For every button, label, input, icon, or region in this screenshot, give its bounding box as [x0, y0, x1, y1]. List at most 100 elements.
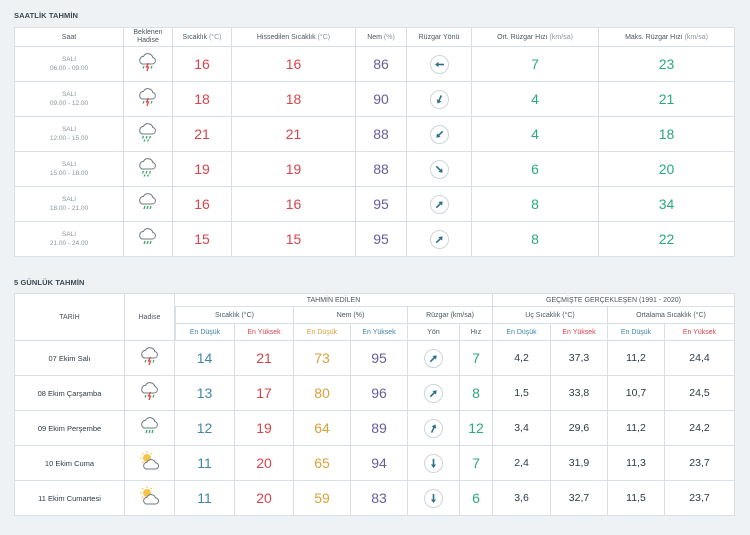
- date-cell: 07 Ekim Salı: [14, 341, 125, 376]
- extreme-temp-group-header: Uç Sıcaklık (°C): [493, 307, 608, 324]
- time-range: 15.00 - 18.00: [49, 170, 89, 177]
- humidity-high-value: 89: [351, 411, 408, 446]
- sub-wind-direction: Yön: [408, 324, 460, 341]
- hourly-row: SALI 18.00 - 21.00 16 16 95 8 34: [14, 187, 735, 222]
- temp-value: 19: [173, 152, 232, 187]
- wind-direction-cell: [407, 47, 472, 82]
- col-date: TARİH: [14, 293, 125, 341]
- average-high-value: 24,5: [665, 376, 735, 411]
- wind-arrow-icon: [429, 229, 449, 249]
- humidity-high-value: 83: [351, 481, 408, 516]
- hourly-row: SALI 15.00 - 18.00 19 19 88 6 20: [14, 152, 735, 187]
- humidity-group-header: Nem (%): [294, 307, 408, 324]
- average-low-value: 11,2: [608, 411, 665, 446]
- avg-wind-value: 8: [472, 187, 599, 222]
- average-low-value: 11,3: [608, 446, 665, 481]
- humidity-low-value: 64: [294, 411, 351, 446]
- sub-temp-high: En Yüksek: [235, 324, 294, 341]
- event-cell: [124, 187, 173, 222]
- extreme-high-value: 31,9: [551, 446, 608, 481]
- event-cell: [125, 376, 175, 411]
- temp-group-header: Sıcaklık (°C): [175, 307, 294, 324]
- wind-arrow-icon: [424, 488, 443, 508]
- temp-low-value: 11: [175, 481, 235, 516]
- thunder-rain-icon: [138, 380, 162, 407]
- sub-hum-high: En Yüksek: [351, 324, 408, 341]
- col-event: Beklenen Hadise: [124, 27, 173, 47]
- wind-speed-value: 6: [460, 481, 493, 516]
- avg-wind-value: 7: [472, 47, 599, 82]
- temp-high-value: 19: [235, 411, 294, 446]
- extreme-high-value: 37,3: [551, 341, 608, 376]
- average-high-value: 24,2: [665, 411, 735, 446]
- time-cell: SALI 18.00 - 21.00: [14, 187, 124, 222]
- time-range: 18.00 - 21.00: [49, 205, 89, 212]
- five-day-forecast-title: 5 GÜNLÜK TAHMİN: [14, 278, 85, 287]
- max-wind-value: 23: [599, 47, 735, 82]
- wind-direction-cell: [407, 152, 472, 187]
- extreme-low-value: 3,6: [493, 481, 551, 516]
- humidity-value: 88: [356, 117, 407, 152]
- wind-arrow-icon: [429, 89, 449, 109]
- humidity-low-value: 80: [294, 376, 351, 411]
- sub-temp-low: En Düşük: [175, 324, 235, 341]
- col-event: Hadise: [125, 293, 175, 341]
- sub-extreme-low: En Düşük: [493, 324, 551, 341]
- hourly-row: SALI 21.00 - 24.00 15 15 95 8 22: [14, 222, 735, 257]
- thunder-rain-icon: [138, 345, 162, 372]
- temp-low-value: 13: [175, 376, 235, 411]
- five-day-forecast-table: TARİH Hadise TAHMİN EDİLEN GEÇMİŞTE GERÇ…: [14, 293, 735, 516]
- temp-value: 16: [173, 47, 232, 82]
- rain-icon: [138, 415, 162, 442]
- wind-direction-cell: [408, 376, 460, 411]
- wind-speed-value: 8: [460, 376, 493, 411]
- time-range: 09.00 - 12.00: [49, 100, 89, 107]
- wind-arrow-icon: [424, 383, 443, 403]
- day-label: SALI: [61, 126, 77, 133]
- extreme-low-value: 2,4: [493, 446, 551, 481]
- sub-wind-speed: Hız: [460, 324, 493, 341]
- hourly-row: SALI 12.00 - 15.00 21 21 88 4 18: [14, 117, 735, 152]
- event-cell: [125, 411, 175, 446]
- thunder-rain-icon: [136, 86, 160, 113]
- wind-direction-cell: [408, 481, 460, 516]
- humidity-high-value: 96: [351, 376, 408, 411]
- wind-speed-value: 12: [460, 411, 493, 446]
- event-cell: [124, 222, 173, 257]
- rain-icon: [136, 226, 160, 253]
- rain-icon: [136, 191, 160, 218]
- humidity-low-value: 65: [294, 446, 351, 481]
- date-cell: 08 Ekim Çarşamba: [14, 376, 125, 411]
- wind-arrow-icon: [429, 124, 449, 144]
- day-label: SALI: [61, 56, 77, 63]
- temp-value: 18: [173, 82, 232, 117]
- extreme-low-value: 1,5: [493, 376, 551, 411]
- humidity-value: 95: [356, 222, 407, 257]
- feels-like-value: 19: [232, 152, 356, 187]
- wind-direction-cell: [408, 446, 460, 481]
- col-wind-direction: Rüzgar Yönü: [407, 27, 472, 47]
- time-cell: SALI 12.00 - 15.00: [14, 117, 124, 152]
- wind-arrow-icon: [429, 159, 449, 179]
- day-label: SALI: [61, 196, 77, 203]
- thunder-rain-icon: [136, 51, 160, 78]
- max-wind-value: 18: [599, 117, 735, 152]
- average-high-value: 23,7: [665, 481, 735, 516]
- avg-wind-value: 8: [472, 222, 599, 257]
- temp-value: 16: [173, 187, 232, 222]
- event-cell: [125, 446, 175, 481]
- extreme-low-value: 4,2: [493, 341, 551, 376]
- average-high-value: 23,7: [665, 446, 735, 481]
- day-label: SALI: [61, 91, 77, 98]
- daily-row: 10 Ekim Cuma 11 20 65 94 7 2,4 31,9 11,3 23,7: [14, 446, 735, 481]
- sub-average-low: En Düşük: [608, 324, 665, 341]
- temp-high-value: 20: [235, 446, 294, 481]
- hourly-row: SALI 06.00 - 09.00 16 16 86 7 23: [14, 47, 735, 82]
- wind-speed-value: 7: [460, 446, 493, 481]
- feels-like-value: 15: [232, 222, 356, 257]
- heavy-rain-icon: [136, 121, 160, 148]
- heavy-rain-icon: [136, 156, 160, 183]
- humidity-high-value: 94: [351, 446, 408, 481]
- feels-like-value: 16: [232, 187, 356, 222]
- sub-average-high: En Yüksek: [665, 324, 735, 341]
